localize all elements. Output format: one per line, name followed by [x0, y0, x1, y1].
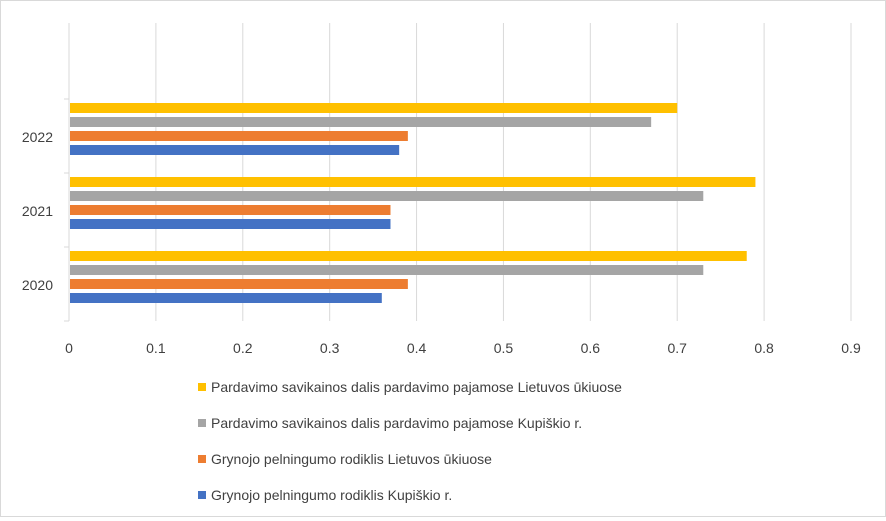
- x-tick-labels: 0 0.1 0.2 0.3 0.4 0.5 0.6 0.7 0.8 0.9: [65, 340, 861, 356]
- x-tick-label: 0.8: [754, 340, 774, 356]
- bar: [70, 279, 408, 289]
- x-tick-label: 0.1: [146, 340, 166, 356]
- legend-label: Grynojo pelningumo rodiklis Lietuvos ūki…: [211, 451, 492, 467]
- legend-label: Pardavimo savikainos dalis pardavimo paj…: [211, 415, 582, 431]
- bar: [70, 117, 652, 127]
- bar: [70, 265, 704, 275]
- bar: [70, 177, 756, 187]
- legend-label: Grynojo pelningumo rodiklis Kupiškio r.: [211, 487, 452, 503]
- x-tick-label: 0.9: [841, 340, 861, 356]
- bars: [70, 103, 756, 303]
- bar: [70, 145, 400, 155]
- legend: Pardavimo savikainos dalis pardavimo paj…: [198, 379, 622, 503]
- x-tick-label: 0.3: [320, 340, 340, 356]
- legend-label: Pardavimo savikainos dalis pardavimo paj…: [211, 379, 622, 395]
- x-tick-label: 0.5: [494, 340, 514, 356]
- bar: [70, 205, 391, 215]
- x-tick-label: 0.2: [233, 340, 253, 356]
- bar: [70, 191, 704, 201]
- x-tick-label: 0: [65, 340, 73, 356]
- bar: [70, 251, 747, 261]
- category-labels: 2020 2021 2022: [22, 129, 53, 293]
- category-label: 2021: [22, 203, 53, 219]
- category-label: 2020: [22, 277, 53, 293]
- bar: [70, 219, 391, 229]
- category-label: 2022: [22, 129, 53, 145]
- bar: [70, 103, 678, 113]
- x-tick-label: 0.4: [407, 340, 427, 356]
- x-tick-label: 0.6: [581, 340, 601, 356]
- bar: [70, 131, 408, 141]
- legend-swatch: [198, 491, 206, 499]
- x-tick-label: 0.7: [667, 340, 687, 356]
- bar: [70, 293, 382, 303]
- gridlines: [64, 23, 852, 322]
- legend-swatch: [198, 383, 206, 391]
- legend-swatch: [198, 455, 206, 463]
- legend-swatch: [198, 419, 206, 427]
